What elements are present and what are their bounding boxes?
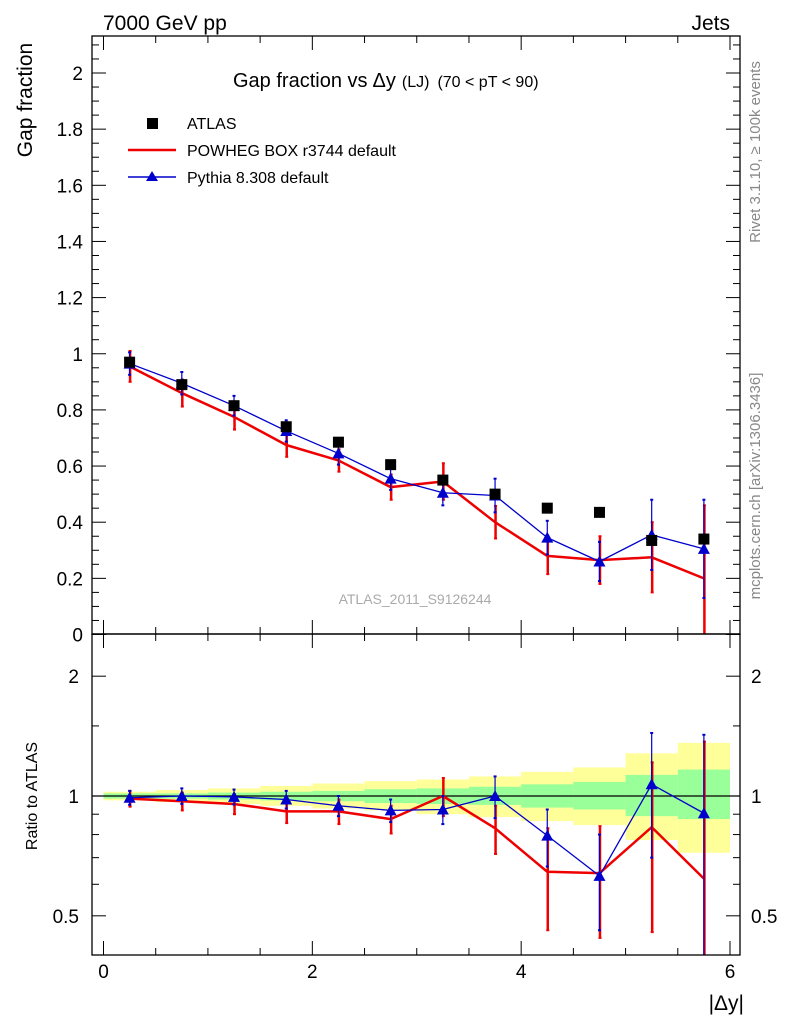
- legend-atlas-label: ATLAS: [187, 116, 237, 133]
- ratio-pythia-point-3: [280, 793, 293, 805]
- main-atlas-point-1: [176, 379, 188, 391]
- ratio-pythia-line: [129, 783, 705, 877]
- main-atlas-point-11: [698, 533, 710, 545]
- legend-pythia-marker: [146, 171, 158, 181]
- main-ytick-label-10: 2: [72, 64, 83, 85]
- main-ytick-label-0: 0: [72, 626, 83, 647]
- main-ytick-label-6: 1.2: [57, 289, 83, 310]
- xtick-label-1: 2: [307, 962, 318, 983]
- main-powheg-line: [129, 365, 705, 580]
- main-atlas-point-6: [437, 474, 449, 486]
- main-pythia-point-8: [541, 531, 554, 543]
- ratio-pythia-point-8: [541, 829, 554, 841]
- ratio-pythia-point-2: [228, 790, 241, 802]
- main-pythia-line: [129, 362, 705, 563]
- main-atlas-point-10: [646, 534, 658, 546]
- main-pythia-point-5: [384, 472, 397, 484]
- ratio-panel-frame: [91, 633, 741, 956]
- legend-pythia-label: Pythia 8.308 default: [187, 170, 329, 187]
- ratio-pythia-point-11: [697, 807, 710, 819]
- main-ytick-label-5: 1: [72, 345, 83, 366]
- main-atlas-point-3: [280, 421, 292, 433]
- ratio-ytick-label-left-0: 0.5: [53, 907, 79, 928]
- ratio-pythia-point-10: [645, 778, 658, 790]
- ratio-pythia-point-5: [384, 804, 397, 816]
- main-ytick-label-9: 1.8: [57, 120, 83, 141]
- legend-atlas-marker: [147, 118, 158, 129]
- main-atlas-point-5: [385, 459, 397, 471]
- legend-powheg-label: POWHEG BOX r3744 default: [187, 143, 397, 160]
- ratio-panel-plot: [92, 731, 740, 955]
- ratio-ytick-label-right-2: 2: [751, 667, 762, 688]
- main-atlas-point-8: [541, 502, 553, 514]
- main-pythia-point-9: [593, 555, 606, 567]
- xtick-label-0: 0: [98, 962, 109, 983]
- ratio-pythia-point-9: [593, 869, 606, 881]
- ratio-pythia-point-0: [123, 791, 136, 803]
- ratio-ytick-label-right-1: 1: [751, 787, 762, 808]
- main-y-axis-title: Gap fraction: [14, 43, 37, 157]
- legend: ATLAS POWHEG BOX r3744 default Pythia 8.…: [128, 116, 397, 187]
- main-pythia-point-4: [332, 447, 345, 459]
- header-energy-label: 7000 GeV pp: [103, 12, 227, 35]
- main-pythia-point-11: [697, 542, 710, 554]
- main-atlas-point-9: [593, 506, 605, 518]
- main-ytick-label-4: 0.8: [57, 401, 83, 422]
- ratio-powheg-line: [129, 794, 705, 880]
- xtick-label-3: 6: [725, 962, 736, 983]
- rivet-version-label: Rivet 3.1.10, ≥ 100k events: [747, 61, 764, 243]
- x-axis-title: |Δy|: [709, 992, 744, 1015]
- axes-layer: 0 0.2 0.4 0.6 0.8 1 1.2 1.4 1.6 1.8 2 0.5 0.5 1 1 2 2 0 2 4…: [53, 35, 777, 983]
- main-atlas-point-2: [228, 400, 240, 412]
- main-pythia-point-6: [436, 486, 449, 498]
- main-atlas-point-4: [332, 436, 344, 448]
- ratio-pythia-point-1: [175, 790, 188, 801]
- mcplots-label: mcplots.cern.ch [arXiv:1306.3436]: [747, 373, 764, 600]
- ratio-pythia-point-6: [436, 803, 449, 815]
- ratio-y-axis-title: Ratio to ATLAS: [24, 742, 41, 850]
- main-ytick-label-8: 1.6: [57, 176, 83, 197]
- main-ytick-label-2: 0.4: [57, 513, 84, 534]
- ratio-ytick-label-left-2: 2: [68, 667, 79, 688]
- ratio-ytick-label-left-1: 1: [68, 787, 79, 808]
- main-panel-plot: [123, 349, 710, 634]
- ratio-pythia-point-7: [489, 790, 502, 801]
- analysis-watermark: ATLAS_2011_S9126244: [339, 591, 492, 607]
- header-process-label: Jets: [691, 12, 730, 35]
- main-title: Gap fraction vs Δy (LJ) (70 < pT < 90): [233, 70, 539, 92]
- main-atlas-point-7: [489, 488, 501, 500]
- main-ytick-label-3: 0.6: [57, 457, 83, 478]
- xtick-label-2: 4: [516, 962, 527, 983]
- ratio-pythia-point-4: [332, 799, 345, 811]
- main-ytick-label-7: 1.4: [57, 232, 84, 253]
- main-atlas-point-0: [124, 356, 136, 368]
- ratio-ytick-label-right-0: 0.5: [751, 907, 777, 928]
- main-ytick-label-1: 0.2: [57, 569, 83, 590]
